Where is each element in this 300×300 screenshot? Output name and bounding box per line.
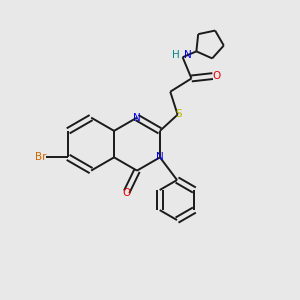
Text: O: O — [212, 71, 220, 81]
Text: N: N — [184, 50, 192, 60]
Text: S: S — [176, 109, 182, 119]
Text: Br: Br — [35, 152, 46, 162]
Text: N: N — [133, 112, 141, 123]
Text: O: O — [123, 188, 131, 198]
Text: N: N — [156, 152, 164, 162]
Text: H: H — [172, 50, 180, 60]
